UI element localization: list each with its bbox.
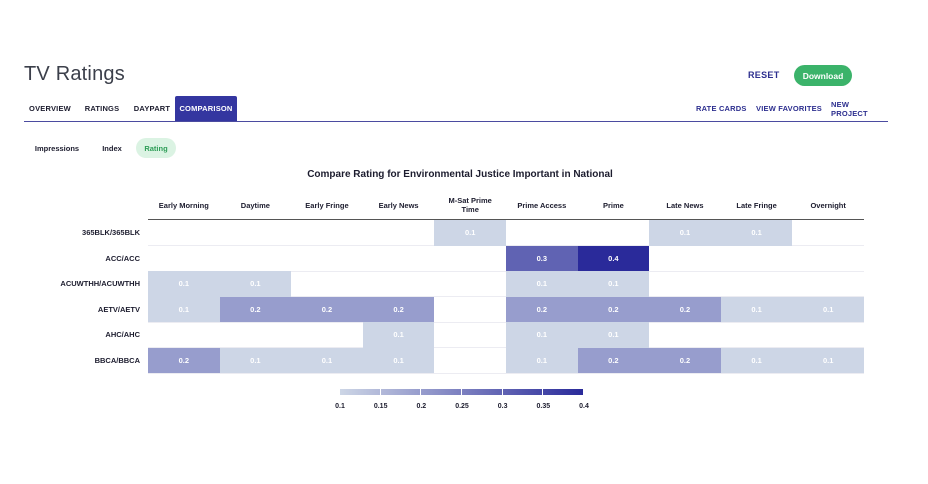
heatmap-cell[interactable]: 0.1 — [720, 296, 793, 322]
row-divider — [148, 372, 864, 374]
column-header: Daytime — [240, 200, 270, 210]
column-header: M-Sat Prime Time — [448, 196, 492, 214]
rate-cards-link[interactable]: RATE CARDS — [696, 104, 747, 113]
heatmap-cell[interactable]: 0.2 — [362, 296, 435, 322]
legend-tick-label: 0.25 — [455, 403, 469, 410]
heatmap-cell[interactable]: 0.1 — [720, 220, 793, 246]
row-label: AETV/AETV — [97, 304, 140, 314]
heatmap-cell[interactable]: 0.1 — [577, 271, 650, 297]
tab-daypart[interactable]: DAYPART — [133, 104, 171, 113]
column-header: Late News — [666, 200, 704, 210]
heatmap-cell[interactable]: 0.1 — [291, 347, 363, 373]
row-label: ACUWTHH/ACUWTHH — [60, 279, 140, 288]
legend-swatch — [543, 389, 583, 395]
heatmap-cell[interactable]: 0.2 — [649, 296, 721, 322]
header-rule — [148, 219, 864, 220]
column-header: Overnight — [810, 200, 846, 210]
legend-swatch — [421, 389, 461, 395]
view-favorites-link[interactable]: VIEW FAVORITES — [756, 104, 823, 113]
heatmap-cell[interactable]: 0.1 — [577, 322, 650, 348]
legend-tick-label: 0.15 — [373, 403, 388, 410]
heatmap-cell[interactable]: 0.1 — [649, 220, 721, 246]
row-label: 365BLK/365BLK — [82, 228, 140, 237]
heatmap-cell[interactable]: 0.3 — [506, 245, 578, 271]
heatmap-cell[interactable]: 0.2 — [577, 296, 650, 322]
heatmap-cell[interactable]: 0.2 — [577, 347, 650, 373]
row-label: BBCA/BBCA — [94, 355, 140, 365]
legend-swatch — [380, 389, 421, 395]
reset-button[interactable]: RESET — [748, 70, 780, 80]
metric-index[interactable]: Index — [102, 143, 122, 153]
heatmap-cell[interactable]: 0.2 — [148, 347, 220, 373]
new-project-link[interactable]: NEW PROJECT — [831, 99, 868, 118]
heatmap-cell[interactable]: 0.1 — [148, 271, 220, 297]
metric-impressions[interactable]: Impressions — [34, 143, 80, 153]
main-nav: OVERVIEW RATINGS DAYPART COMPARISON RATE… — [24, 96, 888, 122]
chart-title: Compare Rating for Environmental Justice… — [307, 169, 613, 180]
heatmap-cell[interactable]: 0.1 — [792, 296, 864, 322]
row-label: AHC/AHC — [105, 330, 140, 339]
tab-comparison[interactable]: COMPARISON — [175, 96, 237, 121]
legend-tick-label: 0.35 — [536, 403, 551, 410]
legend-tick-label: 0.3 — [497, 403, 508, 410]
column-header: Early News — [378, 200, 419, 210]
column-header: Prime Access — [517, 200, 567, 210]
column-header: Late Fringe — [736, 200, 777, 210]
heatmap-cell[interactable]: 0.1 — [506, 347, 578, 373]
column-header: Early Morning — [158, 200, 209, 210]
heatmap-cell[interactable]: 0.1 — [434, 220, 506, 246]
download-button[interactable]: Download — [794, 65, 852, 86]
tab-ratings[interactable]: RATINGS — [84, 104, 120, 113]
heatmap-cell[interactable]: 0.1 — [506, 271, 578, 297]
heatmap-cell[interactable]: 0.2 — [291, 296, 363, 322]
page-title: TV Ratings — [24, 63, 125, 85]
heatmap-cell[interactable]: 0.4 — [577, 245, 650, 271]
legend-tick-label: 0.4 — [579, 403, 589, 410]
heatmap-cell[interactable]: 0.1 — [219, 347, 292, 373]
tab-overview[interactable]: OVERVIEW — [29, 104, 71, 113]
row-label: ACC/ACC — [105, 253, 140, 263]
heatmap-cell[interactable]: 0.1 — [720, 347, 793, 373]
heatmap-cell[interactable]: 0.2 — [219, 296, 292, 322]
legend-swatch — [340, 389, 380, 395]
legend-bar — [340, 389, 584, 395]
heatmap-cell[interactable]: 0.2 — [649, 347, 721, 373]
column-header: Prime — [602, 200, 624, 210]
heatmap-cell[interactable]: 0.1 — [362, 322, 435, 348]
legend-swatch — [502, 389, 543, 395]
legend-swatch — [462, 389, 502, 395]
column-header: Early Fringe — [305, 200, 349, 210]
metric-rating[interactable]: Rating — [136, 138, 176, 158]
heatmap-cell[interactable]: 0.1 — [362, 347, 435, 373]
heatmap-cell[interactable]: 0.2 — [506, 296, 578, 322]
heatmap-cell[interactable]: 0.1 — [506, 322, 578, 348]
legend-tick-label: 0.1 — [335, 403, 345, 410]
heatmap-cell[interactable]: 0.1 — [148, 296, 220, 322]
heatmap-cell[interactable]: 0.1 — [792, 347, 864, 373]
heatmap-cell[interactable]: 0.1 — [219, 271, 292, 297]
legend-tick-label: 0.2 — [416, 403, 427, 410]
